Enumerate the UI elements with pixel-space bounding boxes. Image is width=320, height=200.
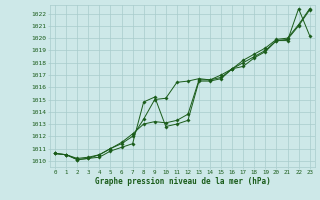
X-axis label: Graphe pression niveau de la mer (hPa): Graphe pression niveau de la mer (hPa)	[94, 177, 270, 186]
